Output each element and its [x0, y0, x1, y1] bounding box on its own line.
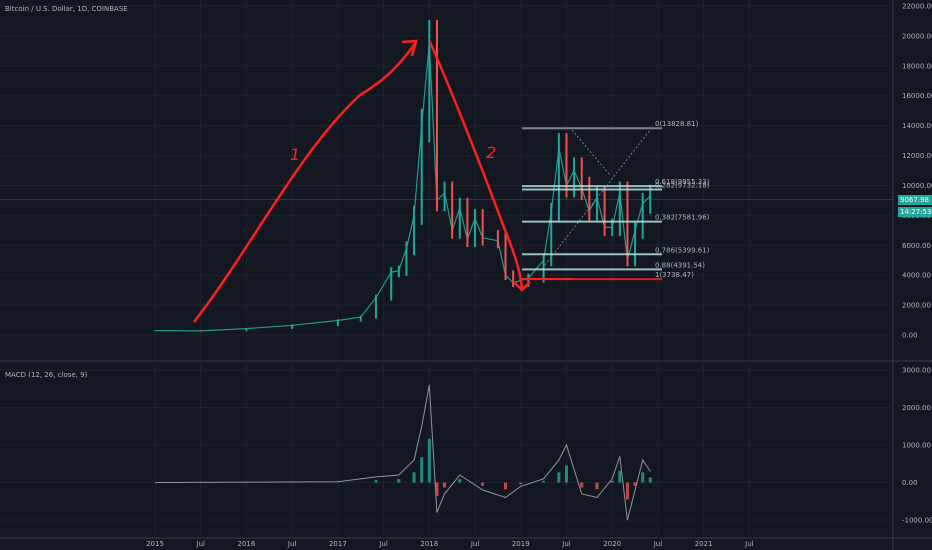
- fib-level-label: 0.88(4391.54): [655, 261, 705, 269]
- fib-level-label: 1(3738.47): [655, 271, 694, 279]
- macd-histogram-bar: [564, 465, 568, 483]
- macd-histogram-bar: [420, 457, 424, 483]
- macd-tick-label: 3000.00: [902, 367, 931, 375]
- macd-tick-label: 1000.00: [902, 442, 931, 450]
- macd-tick-label: -1000.00: [902, 517, 932, 525]
- fib-trend-line: [544, 129, 651, 266]
- time-tick-label: 2018: [420, 540, 438, 548]
- macd-histogram-bar: [412, 472, 416, 483]
- fib-trend-line-2: [571, 129, 611, 176]
- price-tick-label: 10000.00: [902, 182, 932, 190]
- time-tick-label: Jul: [378, 540, 388, 548]
- time-tick-label: Jul: [287, 540, 297, 548]
- macd-histogram-bar: [458, 479, 462, 483]
- macd-title: MACD (12, 26, close, 9): [5, 371, 88, 379]
- time-tick-label: Jul: [653, 540, 663, 548]
- price-tick-label: 12000.00: [902, 152, 932, 160]
- macd-histogram-bar: [633, 482, 637, 486]
- arrow-fall: [428, 41, 524, 289]
- time-tick-label: 2020: [603, 540, 621, 548]
- fib-level-label: 0(13828.81): [655, 120, 699, 128]
- time-tick-label: Jul: [744, 540, 754, 548]
- symbol-title: Bitcoin / U.S. Dollar, 1D, COINBASE: [5, 5, 128, 13]
- macd-histogram-bar: [443, 482, 447, 488]
- axes: 22000.0020000.0018000.0016000.0014000.00…: [146, 3, 932, 549]
- macd-histogram-bar: [648, 477, 652, 483]
- time-tick-label: 2017: [329, 540, 347, 548]
- fib-level-label: 0.282(9732.18): [655, 181, 710, 189]
- macd-tick-label: 2000.00: [902, 404, 931, 412]
- macd-pane: [154, 384, 652, 521]
- price-tick-label: 2000.00: [902, 302, 931, 310]
- price-pane: [0, 20, 893, 332]
- price-tick-label: 0.00: [902, 332, 918, 340]
- macd-line: [154, 384, 651, 521]
- annotation-label-1: 1: [290, 145, 300, 164]
- price-tick-label: 6000.00: [902, 242, 931, 250]
- macd-tick-label: 0.00: [902, 479, 918, 487]
- countdown-badge: 14:27:53: [898, 207, 932, 217]
- price-tick-label: 4000.00: [902, 272, 931, 280]
- price-tick-label: 22000.00: [902, 3, 932, 11]
- macd-histogram-bar: [435, 482, 439, 496]
- macd-histogram-bar: [397, 479, 401, 483]
- time-tick-label: 2016: [238, 540, 256, 548]
- arrow-fall-head: [512, 280, 531, 292]
- macd-histogram-bar: [481, 482, 485, 486]
- macd-histogram-bar: [580, 482, 584, 488]
- macd-histogram-bar: [374, 479, 378, 483]
- fib-level-label: 0.786(5399.61): [655, 246, 710, 254]
- price-tick-label: 16000.00: [902, 92, 932, 100]
- macd-histogram-bar: [641, 472, 645, 483]
- time-tick-label: 2021: [695, 540, 713, 548]
- time-tick-label: Jul: [470, 540, 480, 548]
- annotation-label-2: 2: [486, 143, 496, 162]
- macd-histogram-bar: [519, 482, 523, 485]
- macd-histogram-bar: [618, 470, 622, 483]
- time-tick-label: 2019: [512, 540, 530, 548]
- macd-histogram-bar: [542, 480, 546, 483]
- time-tick-label: Jul: [561, 540, 571, 548]
- macd-histogram-bar: [504, 482, 508, 490]
- arrow-rise: [193, 41, 418, 323]
- price-tick-label: 20000.00: [902, 32, 932, 40]
- macd-histogram-bar: [427, 438, 431, 483]
- price-tick-label: 14000.00: [902, 122, 932, 130]
- fib-level-label: 0.618(9955.33): [655, 178, 710, 186]
- time-tick-label: Jul: [195, 540, 205, 548]
- price-tick-label: 18000.00: [902, 62, 932, 70]
- time-tick-label: 2015: [146, 540, 164, 548]
- macd-histogram-bar: [595, 482, 599, 490]
- macd-histogram-bar: [557, 472, 561, 483]
- macd-histogram-bar: [625, 482, 629, 500]
- macd-histogram-bar: [610, 480, 614, 483]
- fib-level-label: 0.382(7581.96): [655, 214, 710, 222]
- last-price-badge: 9067.98: [898, 195, 932, 205]
- arrow-rise-head: [401, 39, 418, 57]
